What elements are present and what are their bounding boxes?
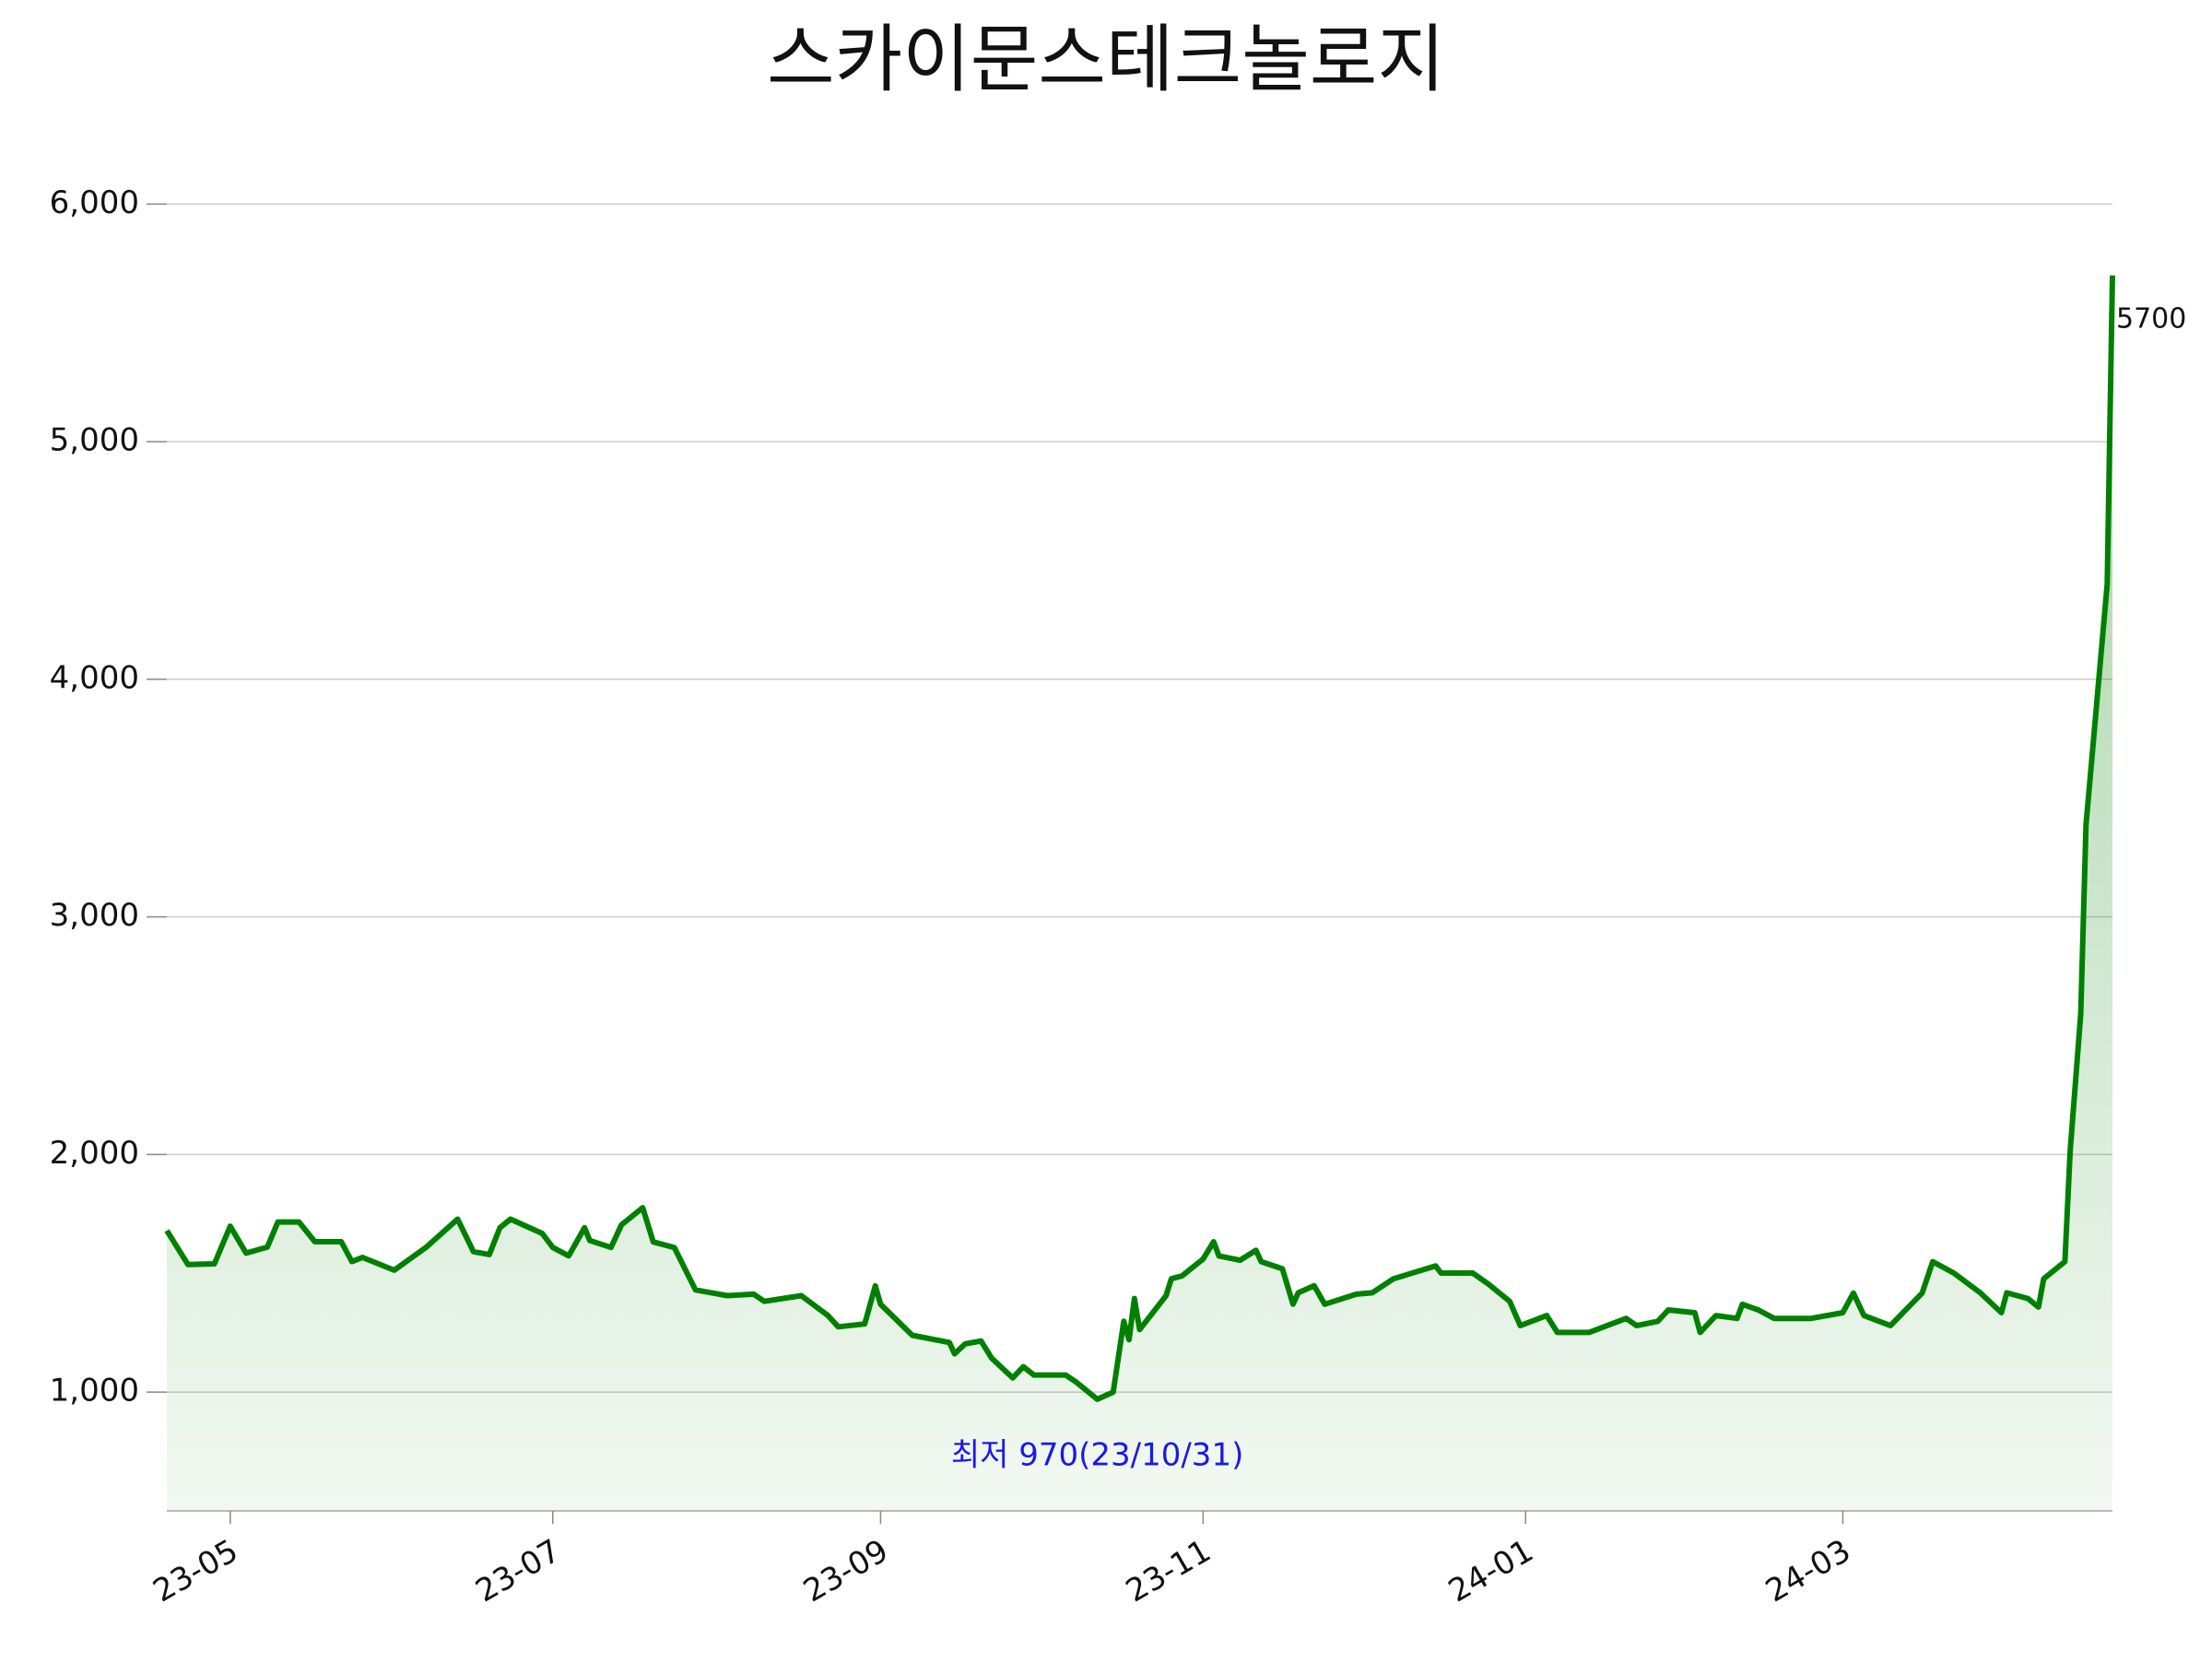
annotation: 최저 970(23/10/31) [951, 1436, 1244, 1473]
end-value-label: 5700 [2116, 302, 2186, 335]
x-tick-label: 23-07 [469, 1532, 567, 1610]
y-tick-label: 4,000 [50, 659, 139, 696]
x-tick-label: 23-09 [797, 1532, 895, 1610]
y-tick-label: 5,000 [50, 422, 139, 459]
x-tick-label: 24-03 [1759, 1532, 1857, 1610]
chart-title: 스카이문스테크놀로지 [767, 17, 1445, 102]
y-tick-label: 6,000 [50, 184, 139, 221]
y-tick-label: 2,000 [50, 1135, 139, 1172]
line [164, 275, 2115, 1402]
x-tick-label: 24-01 [1442, 1532, 1540, 1610]
y-tick-label: 3,000 [50, 897, 139, 934]
x-tick-label: 23-05 [147, 1532, 245, 1610]
y-tick-label: 1,000 [50, 1373, 139, 1409]
x-tick-label: 23-11 [1120, 1532, 1218, 1610]
area [167, 275, 2112, 1511]
